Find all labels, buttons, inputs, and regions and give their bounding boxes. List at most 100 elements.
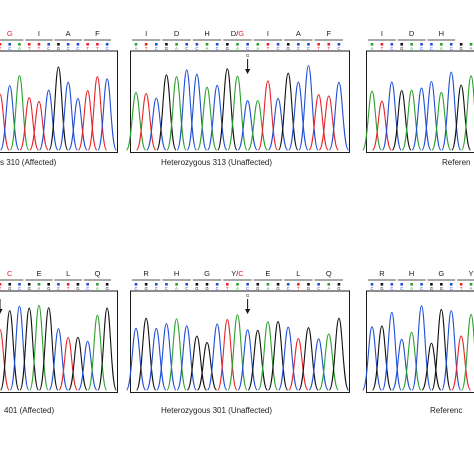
trace-peak	[441, 310, 462, 391]
base-call-letter: C	[185, 286, 188, 291]
amino-acid-label: R	[143, 269, 149, 278]
base-call-letter: C	[67, 46, 70, 51]
trace-peak	[0, 85, 20, 151]
base-call-marker	[27, 43, 31, 46]
base-call-letter: G	[287, 46, 290, 51]
base-call-letter: C	[155, 46, 158, 51]
trace-peak	[257, 80, 279, 151]
panel-caption: Heterozygous 313 (Unaffected)	[161, 158, 273, 167]
base-call-letter: C	[420, 46, 423, 51]
trace-peak	[441, 71, 462, 151]
chromatogram-svg: I D H D/G I A FA T C G A C C A C G A C A T C G C C T T CG	[125, 29, 350, 153]
chromatogram-panel-3: I D H A T C G A C C A C G A	[362, 26, 474, 153]
base-call-marker	[337, 43, 341, 46]
amino-acid-label: I	[381, 29, 383, 38]
amino-acid-label: I	[38, 29, 40, 38]
base-call-marker	[236, 43, 239, 46]
base-call-marker	[0, 283, 2, 286]
trace-peak	[298, 65, 319, 151]
base-call-letter: C	[277, 46, 280, 51]
base-call-letter: C	[106, 46, 109, 51]
base-call-marker	[165, 43, 168, 46]
trace-peak	[278, 72, 299, 151]
base-call-marker	[307, 283, 310, 286]
trace-peak	[237, 329, 258, 391]
base-call-marker	[440, 283, 443, 286]
base-call-marker	[276, 43, 280, 46]
trace-frame	[0, 50, 118, 153]
base-call-letter: T	[86, 46, 89, 51]
trace-peak	[451, 84, 472, 151]
base-call-letter: C	[317, 286, 320, 291]
base-call-marker	[337, 283, 341, 286]
base-call-letter: G	[400, 46, 403, 51]
trace-peak	[421, 342, 442, 391]
base-call-marker	[410, 283, 413, 286]
trace-frame	[130, 50, 350, 153]
base-call-marker	[8, 283, 12, 286]
amino-acid-label: H	[409, 269, 414, 278]
trace-peak	[206, 84, 228, 151]
trace-peak	[451, 335, 472, 391]
base-call-marker	[18, 43, 21, 46]
trace-peak	[87, 76, 108, 151]
base-call-letter: A	[440, 46, 443, 51]
trace-peak	[58, 81, 78, 151]
trace-peak	[217, 68, 238, 151]
base-call-letter: T	[297, 286, 300, 291]
base-call-marker	[37, 43, 41, 46]
amino-acid-label: Q	[94, 269, 100, 278]
base-call-marker	[154, 283, 158, 286]
base-call-marker	[18, 283, 21, 286]
base-call-marker	[175, 283, 178, 286]
base-call-marker	[154, 43, 158, 46]
base-call-letter: G	[165, 46, 168, 51]
base-call-marker	[380, 283, 384, 286]
trace-peak	[19, 96, 40, 151]
base-call-marker	[134, 43, 138, 46]
base-call-letter: C	[390, 286, 393, 291]
base-call-letter: C	[134, 286, 137, 291]
trace-peak	[125, 92, 147, 151]
base-call-letter: T	[0, 286, 2, 291]
base-call-marker	[246, 43, 249, 46]
base-call-marker	[205, 283, 209, 286]
chromatogram-panel-1: G I A F T C A T T C G C C T T C	[0, 26, 118, 153]
base-call-marker	[96, 43, 99, 46]
trace-peak	[135, 92, 157, 151]
trace-peak	[257, 321, 279, 391]
amino-acid-label: G	[438, 269, 444, 278]
trace-peak	[298, 327, 319, 391]
base-call-letter: G	[28, 286, 31, 291]
base-call-marker	[430, 283, 433, 286]
amino-acid-label: H	[204, 29, 209, 38]
base-call-letter: C	[390, 46, 393, 51]
mutation-base-letter: G	[246, 293, 249, 298]
trace-peak	[68, 98, 88, 151]
base-call-marker	[66, 283, 70, 286]
base-call-marker	[86, 283, 89, 286]
trace-peak	[391, 90, 412, 151]
base-call-marker	[27, 283, 31, 286]
base-call-letter: A	[470, 46, 473, 51]
base-call-marker	[0, 43, 2, 46]
base-call-marker	[307, 43, 310, 46]
base-call-marker	[410, 43, 413, 46]
trace-peak	[308, 93, 329, 151]
base-call-marker	[400, 43, 404, 46]
trace-frame	[366, 50, 474, 153]
base-call-marker	[144, 283, 148, 286]
base-call-letter: G	[8, 286, 11, 291]
trace-peak	[19, 307, 40, 391]
base-call-letter: C	[76, 46, 79, 51]
amino-acid-label: D	[174, 29, 180, 38]
base-call-marker	[266, 43, 270, 46]
trace-peak	[461, 75, 474, 151]
base-call-marker	[66, 43, 70, 46]
mutation-arrow-icon	[0, 309, 3, 314]
chromatogram-panel-4: C E L Q T G C G A G C T G C A G	[0, 266, 118, 393]
chromatogram-svg: C E L Q T G C G A G C T G C A G	[0, 269, 118, 393]
trace-peak	[381, 81, 402, 151]
base-call-letter: G	[307, 286, 310, 291]
base-call-letter: C	[195, 46, 198, 51]
